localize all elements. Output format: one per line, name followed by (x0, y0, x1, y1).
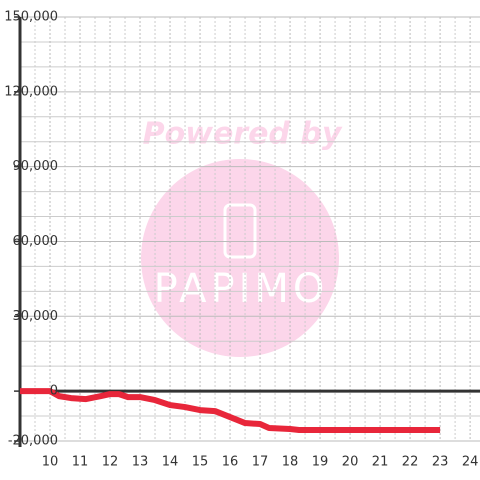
x-tick-label: 13 (132, 455, 149, 470)
plot (20, 388, 441, 434)
y-tick-label: 90,000 (13, 159, 59, 174)
y-tick-label: -20,000 (8, 434, 58, 449)
watermark-logo: PAPIMO (154, 266, 329, 312)
line-series (20, 388, 441, 434)
x-tick-label: 12 (102, 455, 119, 470)
y-tick-label: 120,000 (4, 84, 58, 99)
grid (14, 16, 480, 447)
y-tick-label: 30,000 (13, 309, 59, 324)
x-tick-label: 23 (432, 455, 449, 470)
x-tick-label: 18 (282, 455, 299, 470)
y-tick-label: 0 (50, 384, 58, 399)
x-tick-label: 15 (192, 455, 209, 470)
x-tick-label: 14 (162, 455, 179, 470)
watermark-text: Powered by (143, 117, 343, 152)
x-tick-label: 10 (42, 455, 59, 470)
x-tick-label: 22 (402, 455, 419, 470)
x-tick-label: 20 (342, 455, 359, 470)
x-tick-label: 24 (462, 455, 479, 470)
x-tick-label: 19 (312, 455, 329, 470)
y-tick-label: 150,000 (4, 10, 58, 25)
watermark-phone-icon (223, 203, 257, 259)
x-tick-label: 11 (72, 455, 89, 470)
x-tick-label: 21 (372, 455, 389, 470)
x-tick-label: 17 (252, 455, 269, 470)
y-tick-label: 60,000 (13, 234, 59, 249)
x-tick-label: 16 (222, 455, 239, 470)
